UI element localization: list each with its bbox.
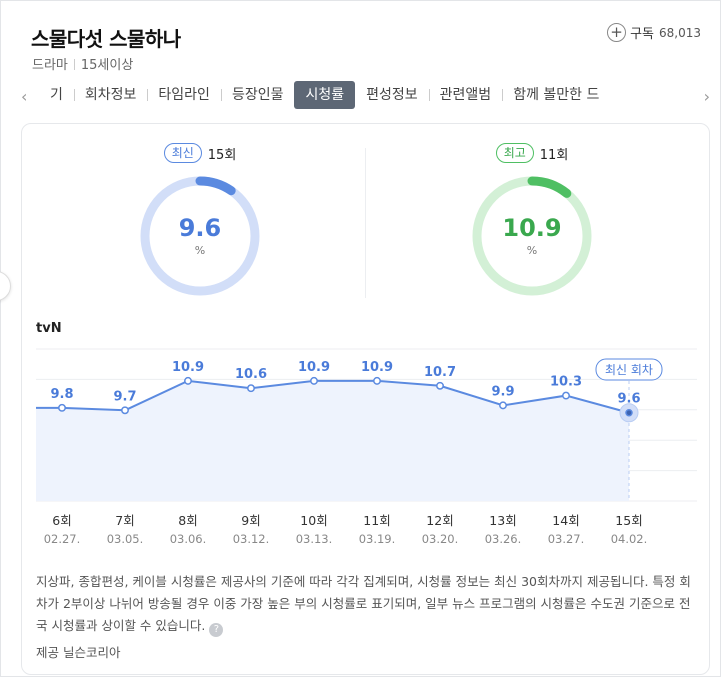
date-tick-label: 04.02.: [611, 532, 648, 546]
latest-rating-value: 9.6: [178, 214, 222, 242]
tabs-prev-icon[interactable]: ‹: [21, 87, 28, 106]
subscribe-button[interactable]: + 구독 68,013: [607, 23, 701, 42]
episode-tick-label: 11회: [363, 513, 390, 528]
tab-0[interactable]: 기: [39, 81, 75, 109]
data-label: 9.9: [491, 384, 514, 399]
date-tick-label: 03.12.: [233, 532, 270, 546]
episode-tick-label: 15회: [615, 513, 642, 528]
data-point: [373, 376, 381, 385]
date-tick-label: 02.27.: [44, 532, 81, 546]
best-badge: 최고: [495, 143, 534, 163]
genre-label: 드라마: [32, 58, 68, 73]
data-label: 10.9: [298, 360, 330, 375]
data-label: 10.6: [235, 367, 267, 382]
data-point: [310, 376, 318, 385]
episode-tick-label: 10회: [300, 513, 327, 528]
tab-7[interactable]: 함께 볼만한 드: [513, 87, 600, 103]
program-subinfo: 드라마 15세이상: [32, 54, 133, 73]
date-tick-label: 03.27.: [548, 532, 585, 546]
separator: [73, 59, 75, 70]
latest-episode: 15회: [207, 147, 237, 163]
subscriber-count: 68,013: [659, 25, 701, 40]
program-header: 스물다섯 스물하나 드라마 15세이상 + 구독 68,013: [1, 1, 720, 77]
data-point: [499, 401, 507, 410]
ratings-line-chart: 9.8 6회 02.27. 9.7 7회 03.05. 10.9 8회 03.06. 10.6 9회…: [36, 348, 697, 546]
best-rating-unit: %: [526, 244, 538, 257]
data-point: [436, 381, 444, 390]
plus-icon: +: [607, 23, 627, 42]
data-label: 10.9: [361, 360, 393, 375]
episode-tick-label: 6회: [52, 513, 71, 528]
data-point: [247, 384, 255, 393]
data-label: 10.3: [550, 375, 582, 390]
tab-list: 기 회차정보 타임라인 등장인물 시청률 편성정보 관련앨범 함께 볼만한 드: [39, 79, 693, 113]
data-label: 9.8: [50, 387, 73, 402]
date-tick-label: 03.26.: [485, 532, 522, 546]
data-label: 10.9: [172, 360, 204, 375]
data-label: 9.6: [617, 392, 640, 407]
chart-prev-button[interactable]: ‹: [0, 271, 11, 301]
best-rating-value: 10.9: [502, 214, 562, 242]
date-tick-label: 03.20.: [422, 532, 459, 546]
data-provider: 제공 닐슨코리아: [36, 645, 121, 660]
program-title[interactable]: 스물다섯 스물하나: [31, 27, 181, 51]
ratings-card: 최신 15회 9.6 % 최고 11회: [21, 123, 710, 675]
latest-ring-graphic: [140, 176, 260, 296]
episode-tick-label: 9회: [241, 513, 260, 528]
best-rating-gauge: 최고 11회 10.9 %: [432, 142, 632, 296]
subscribe-label: 구독: [630, 27, 654, 42]
data-point: [58, 403, 66, 412]
date-tick-label: 03.05.: [107, 532, 144, 546]
best-rating-header: 최고 11회: [432, 142, 632, 164]
tab-6[interactable]: 관련앨범: [429, 81, 503, 109]
tab-5[interactable]: 편성정보: [355, 81, 430, 109]
latest-marker-label: 최신 회차: [605, 363, 653, 377]
help-icon[interactable]: ?: [209, 623, 224, 637]
latest-ring-fill: [140, 176, 260, 296]
episode-tick-label: 14회: [552, 513, 579, 528]
tabs-next-icon[interactable]: ›: [703, 87, 710, 106]
latest-rating-gauge: 최신 15회 9.6 %: [100, 142, 300, 296]
chart-area: [36, 380, 629, 501]
tab-1[interactable]: 회차정보: [74, 81, 148, 109]
best-ring: 10.9 %: [472, 176, 592, 296]
episode-tick-label: 8회: [178, 513, 197, 528]
ratings-notice: 지상파, 종합편성, 케이블 시청률은 제공사의 기준에 따라 각각 집계되며,…: [36, 571, 698, 637]
tab-4[interactable]: 시청률: [294, 81, 356, 109]
episode-tick-label: 7회: [115, 513, 134, 528]
channel-label: tvN: [36, 321, 62, 336]
latest-ring: 9.6 %: [140, 176, 260, 296]
tab-bar: ‹ 기 회차정보 타임라인 등장인물 시청률 편성정보 관련앨범 함께 볼만한 드 ›: [1, 79, 720, 113]
latest-marker-bubble: [595, 358, 663, 381]
date-tick-label: 03.13.: [296, 532, 333, 546]
latest-badge: 최신: [163, 143, 202, 163]
ratings-chart: 9.8 6회 02.27. 9.7 7회 03.05. 10.9 8회 03.06. 10.6 9회…: [22, 339, 711, 554]
episode-tick-label: 13회: [489, 513, 516, 528]
gauge-divider: [365, 148, 366, 298]
data-point: [625, 408, 633, 417]
date-tick-label: 03.19.: [359, 532, 396, 546]
data-point: [184, 376, 192, 385]
notice-text: 지상파, 종합편성, 케이블 시청률은 제공사의 기준에 따라 각각 집계되며,…: [36, 574, 691, 633]
best-episode: 11회: [539, 147, 569, 163]
latest-rating-unit: %: [194, 244, 206, 257]
date-tick-label: 03.06.: [170, 532, 207, 546]
data-point: [562, 391, 570, 400]
age-rating-label: 15세이상: [80, 58, 134, 73]
tab-3[interactable]: 등장인물: [231, 87, 284, 103]
latest-rating-header: 최신 15회: [100, 142, 300, 164]
best-ring-fill: [472, 176, 592, 296]
episode-tick-label: 12회: [426, 513, 453, 528]
data-label: 10.7: [424, 365, 456, 380]
best-ring-graphic: [472, 176, 592, 296]
tab-2[interactable]: 타임라인: [147, 81, 222, 109]
data-point: [121, 406, 129, 415]
data-label: 9.7: [113, 389, 136, 404]
